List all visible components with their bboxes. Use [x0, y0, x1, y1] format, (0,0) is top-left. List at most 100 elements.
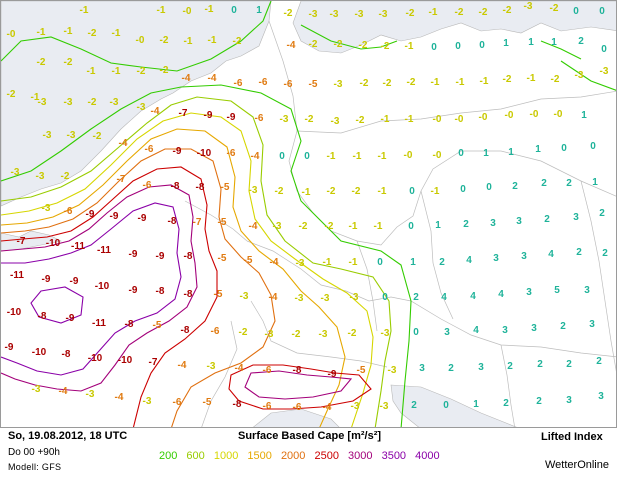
lifted-index-value: -3 [319, 329, 328, 340]
lifted-index-value: -3 [42, 203, 51, 214]
lifted-index-value: -3 [43, 130, 52, 141]
lifted-index-value: -9 [110, 211, 119, 222]
lifted-index-value: 2 [578, 36, 584, 47]
lifted-index-value: -6 [293, 402, 302, 413]
lifted-index-value: -0 [433, 150, 442, 161]
lifted-index-value: -3 [273, 221, 282, 232]
lifted-index-value: -2 [381, 41, 390, 52]
lifted-index-value: -1 [112, 66, 121, 77]
lifted-index-value: -7 [17, 236, 26, 247]
lifted-index-value: -8 [62, 349, 71, 360]
lifted-index-value: -2 [233, 36, 242, 47]
forecast-time: Do 00 +90h [8, 447, 60, 458]
lifted-index-value: -3 [379, 9, 388, 20]
lifted-index-value: -6 [263, 401, 272, 412]
lifted-index-value: -7 [149, 357, 158, 368]
lifted-index-value: -1 [349, 221, 358, 232]
lifted-index-value: -11 [10, 270, 24, 281]
lifted-index-value: -11 [97, 245, 111, 256]
lifted-index-value: -10 [118, 355, 133, 366]
lifted-index-value: -4 [208, 73, 217, 84]
lifted-index-value: -3 [334, 79, 343, 90]
map-title: Surface Based Cape [m²/s²] [238, 430, 382, 442]
lifted-index-value: -9 [227, 112, 236, 123]
lifted-index-value: -0 [183, 6, 192, 17]
lifted-index-value: -3 [280, 114, 289, 125]
lifted-index-value: -3 [600, 66, 609, 77]
lifted-index-value: -2 [61, 171, 70, 182]
lifted-index-value: -3 [110, 97, 119, 108]
lifted-index-value: -6 [255, 113, 264, 124]
lifted-index-value: -8 [168, 216, 177, 227]
lifted-index-value: 0 [431, 42, 437, 53]
lifted-index-value: 2 [439, 257, 445, 268]
lifted-index-value: -6 [143, 180, 152, 191]
lifted-index-value: 4 [441, 292, 447, 303]
lifted-index-values: -1 -1 -0 -1 0 1 -2 -3 -3 -3 -3 -2 -1 -2 -2 -2 -3 -2 0 0-0 -1… [5, 1, 609, 413]
lifted-index-value: 1 [581, 110, 587, 121]
lifted-index-value: 2 [536, 396, 542, 407]
lifted-index-value: -0 [455, 114, 464, 125]
lifted-index-value: -3 [86, 389, 95, 400]
lifted-index-value: -2 [88, 28, 97, 39]
lifted-index-value: -3 [331, 116, 340, 127]
lifted-index-value: 0 [458, 148, 464, 159]
lifted-index-value: -3 [296, 258, 305, 269]
lifted-index-value: -4 [249, 221, 258, 232]
lifted-index-value: 0 [443, 400, 449, 411]
lifted-index-value: -0 [505, 110, 514, 121]
lifted-index-value: 2 [560, 321, 566, 332]
lifted-index-value: 2 [448, 363, 454, 374]
lifted-index-value: 2 [411, 400, 417, 411]
lifted-index-value: -3 [351, 401, 360, 412]
lifted-index-value: -9 [42, 274, 51, 285]
lifted-index-value: -0 [479, 112, 488, 123]
lifted-index-value: 4 [548, 249, 554, 260]
cape-2500 [1, 166, 372, 427]
lifted-index-value: -1 [429, 7, 438, 18]
lifted-index-value: -1 [431, 77, 440, 88]
lifted-index-value: 1 [435, 220, 441, 231]
lifted-index-value: -11 [92, 318, 106, 329]
lifted-index-value: 1 [535, 144, 541, 155]
lifted-index-value: -7 [117, 174, 126, 185]
legend-item: 1500 [247, 450, 272, 462]
lifted-index-value: -8 [196, 182, 205, 193]
lifted-index-value: 1 [551, 37, 557, 48]
lifted-index-value: -1 [112, 28, 121, 39]
lifted-index-value: -8 [184, 251, 193, 262]
lifted-index-value: -1 [157, 5, 166, 16]
lifted-index-value: -4 [323, 402, 332, 413]
lifted-index-value: -5 [218, 217, 227, 228]
lifted-index-value: -11 [71, 241, 85, 252]
legend-item: 3000 [348, 450, 373, 462]
lifted-index-value: -2 [503, 5, 512, 16]
lifted-index-value: -2 [551, 74, 560, 85]
adriatic-sea [390, 384, 517, 427]
lifted-index-value: 0 [231, 5, 237, 16]
lifted-index-value: 3 [566, 395, 572, 406]
cape-3000 [1, 184, 353, 400]
lifted-index-value: -2 [455, 7, 464, 18]
lifted-index-value: -3 [32, 384, 41, 395]
lifted-index-value: -5 [357, 365, 366, 376]
lifted-index-value: 2 [566, 359, 572, 370]
lifted-index-value: 2 [566, 178, 572, 189]
lifted-index-value: 3 [490, 218, 496, 229]
lifted-index-value: 3 [589, 319, 595, 330]
lifted-index-value: -5 [203, 397, 212, 408]
lifted-index-value: 5 [554, 285, 560, 296]
lifted-index-value: 3 [573, 212, 579, 223]
lifted-index-value: 2 [463, 219, 469, 230]
lifted-index-value: -5 [244, 255, 253, 266]
lifted-index-value: -6 [263, 365, 272, 376]
lifted-index-value: -2 [37, 57, 46, 68]
lifted-index-value: -2 [160, 35, 169, 46]
lifted-index-value: -2 [407, 77, 416, 88]
lifted-index-value: -2 [64, 57, 73, 68]
lifted-index-value: -6 [173, 397, 182, 408]
lifted-index-value: 3 [584, 285, 590, 296]
lifted-index-value: 0 [377, 257, 383, 268]
lifted-index-value: -0 [554, 109, 563, 120]
lifted-index-value: -3 [64, 97, 73, 108]
